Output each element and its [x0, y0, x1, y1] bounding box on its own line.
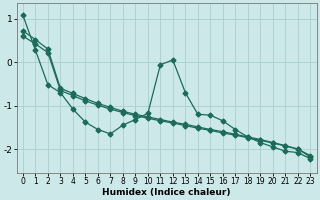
X-axis label: Humidex (Indice chaleur): Humidex (Indice chaleur): [102, 188, 231, 197]
